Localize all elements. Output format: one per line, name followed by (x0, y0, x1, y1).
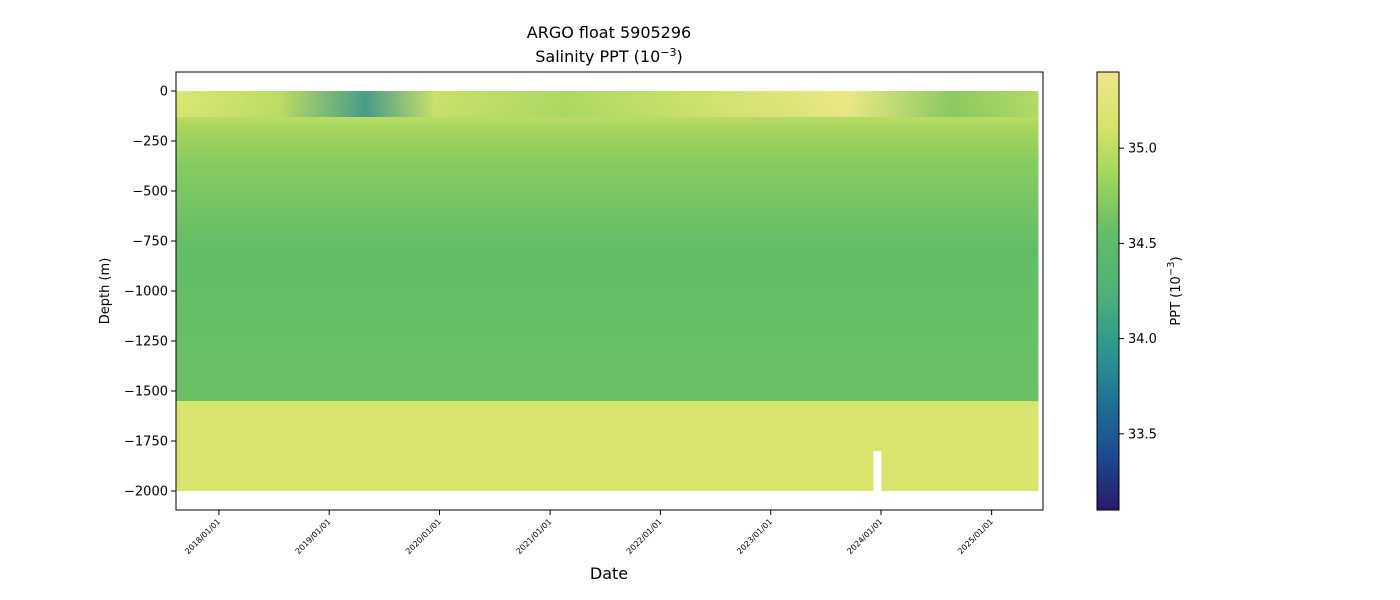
colorbar: 33.5 34.0 34.5 35.0 PPT (10−3) (1096, 71, 1184, 511)
x-tick-label: 2025/01/01 (956, 517, 995, 556)
chart-subtitle: Salinity PPT (10−3) (535, 46, 683, 66)
y-tick-label: −250 (132, 135, 168, 150)
y-axis: 0 −250 −500 −750 −1000 −1250 −1500 −1750 −2000 (124, 85, 176, 500)
y-tick-label: −500 (132, 185, 168, 200)
colorbar-label: PPT (10−3) (1166, 256, 1184, 325)
subtitle-exponent: −3 (660, 46, 676, 59)
colorbar-ticks: 33.5 34.0 34.5 35.0 (1119, 142, 1157, 442)
x-tick-label: 2022/01/01 (625, 517, 664, 556)
colorbar-tick-label: 35.0 (1128, 142, 1157, 157)
salinity-field (176, 91, 1039, 495)
x-tick-label: 2020/01/01 (404, 517, 443, 556)
plot-area (176, 91, 1039, 495)
colorbar-tick-label: 34.5 (1128, 237, 1157, 252)
x-tick-label: 2023/01/01 (735, 517, 774, 556)
colorbar-label-exponent: −3 (1166, 261, 1177, 276)
y-tick-label: −1250 (124, 335, 168, 350)
y-tick-label: 0 (160, 85, 168, 100)
y-tick-label: −1000 (124, 285, 168, 300)
y-axis-label: Depth (m) (98, 258, 113, 325)
chart-title: ARGO float 5905296 (527, 23, 691, 42)
y-tick-label: −1500 (124, 385, 168, 400)
salinity-field-body (176, 91, 1039, 491)
x-axis-label: Date (590, 564, 628, 583)
x-tick-label: 2018/01/01 (183, 517, 222, 556)
x-tick-label: 2021/01/01 (515, 517, 554, 556)
y-tick-label: −1750 (124, 435, 168, 450)
data-gap (873, 451, 882, 495)
x-tick-label: 2024/01/01 (845, 517, 884, 556)
x-axis: 2018/01/01 2019/01/01 2020/01/01 2021/01/01… (183, 510, 995, 556)
colorbar-tick-label: 34.0 (1128, 332, 1157, 347)
y-tick-label: −2000 (124, 485, 168, 500)
y-tick-label: −750 (132, 235, 168, 250)
colorbar-tick-label: 33.5 (1128, 427, 1157, 442)
x-tick-label: 2019/01/01 (294, 517, 333, 556)
surface-layer (176, 91, 1039, 117)
colorbar-gradient (1096, 71, 1120, 511)
